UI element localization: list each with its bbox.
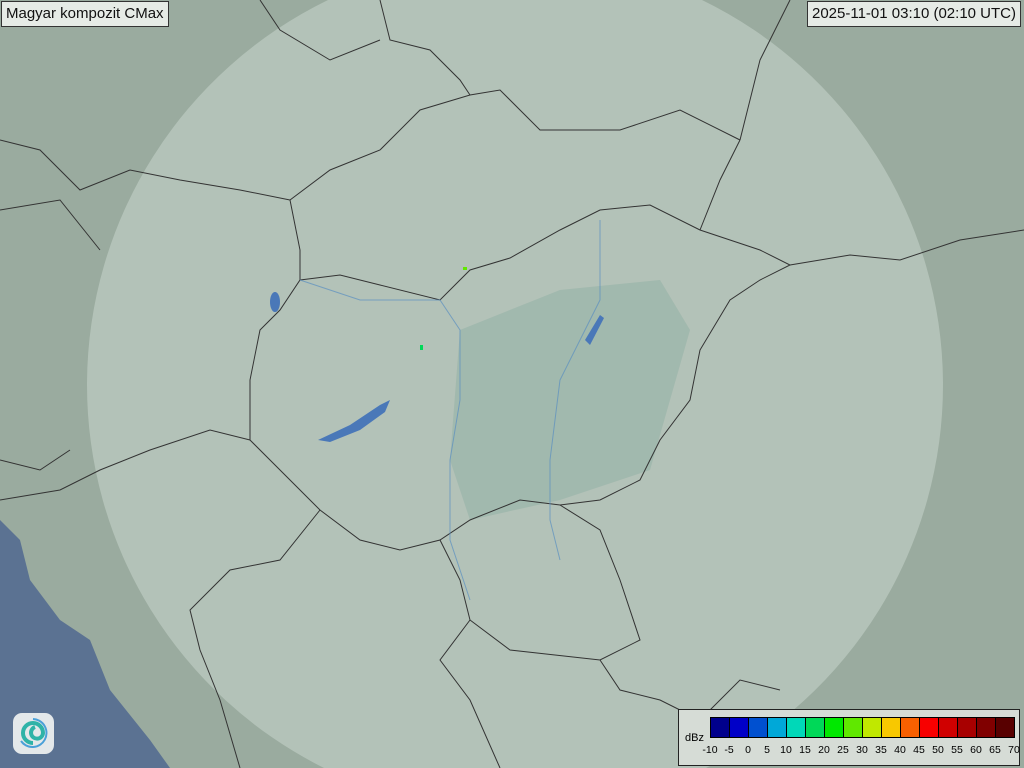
legend-unit: dBz	[685, 732, 704, 744]
legend-tick-label: 0	[745, 744, 751, 756]
legend-tick-label: 15	[799, 744, 811, 756]
legend-tick-label: -10	[702, 744, 718, 756]
legend-swatch	[920, 718, 939, 737]
legend-swatch	[711, 718, 730, 737]
dbz-legend: dBz -10 -5 0 5 10 15 20 25 30 35 40 45 50 55 60 65 70	[678, 709, 1020, 766]
legend-swatch	[863, 718, 882, 737]
legend-tick-label: 45	[913, 744, 925, 756]
legend-swatch	[749, 718, 768, 737]
legend-tick-label: -5	[724, 744, 734, 756]
legend-tick-label: 5	[764, 744, 770, 756]
legend-tick-label: 20	[818, 744, 830, 756]
legend-tick-label: 55	[951, 744, 963, 756]
legend-tick-label: 30	[856, 744, 868, 756]
map-title: Magyar kompozit CMax	[1, 1, 169, 27]
lakes	[270, 292, 604, 442]
legend-swatch	[768, 718, 787, 737]
hungary-plain	[450, 280, 690, 520]
legend-swatch	[844, 718, 863, 737]
lake-balaton	[318, 400, 390, 442]
legend-tick-label: 25	[837, 744, 849, 756]
legend-tick-label: 65	[989, 744, 1001, 756]
adriatic-sea	[0, 520, 170, 768]
legend-swatch	[901, 718, 920, 737]
lake-neusiedl	[270, 292, 280, 312]
radar-echo	[463, 267, 467, 270]
legend-swatch	[996, 718, 1014, 737]
legend-swatch	[882, 718, 901, 737]
legend-tick-label: 60	[970, 744, 982, 756]
swirl-logo-icon	[13, 713, 54, 754]
legend-swatch	[939, 718, 958, 737]
legend-swatch	[806, 718, 825, 737]
rivers	[299, 220, 601, 601]
legend-tick-label: 50	[932, 744, 944, 756]
legend-swatch	[958, 718, 977, 737]
legend-tick-label: 35	[875, 744, 887, 756]
radar-echo	[420, 345, 423, 350]
legend-swatch	[787, 718, 806, 737]
legend-swatch	[730, 718, 749, 737]
timestamp: 2025-11-01 03:10 (02:10 UTC)	[806, 1, 1021, 27]
color-scale	[710, 717, 1015, 738]
lake-tisza	[585, 315, 604, 345]
legend-swatch	[977, 718, 996, 737]
legend-tick-label: 10	[780, 744, 792, 756]
legend-tick-label: 40	[894, 744, 906, 756]
legend-tick-label: 70	[1008, 744, 1020, 756]
legend-swatch	[825, 718, 844, 737]
